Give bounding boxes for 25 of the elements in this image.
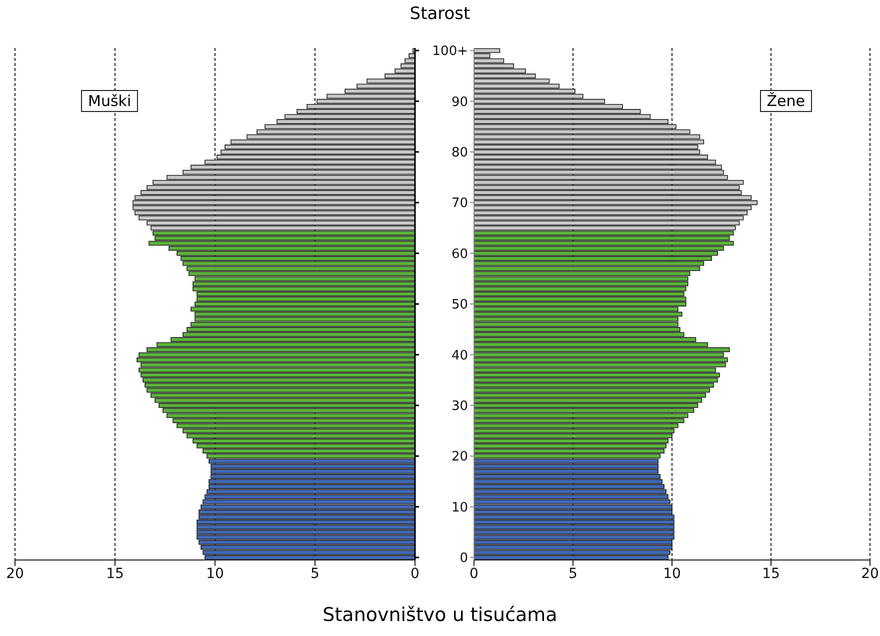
- x-axis-title: Stanovništvo u tisućama: [322, 604, 558, 626]
- x-tick-label: 10: [206, 566, 224, 582]
- x-tick-label: 5: [568, 566, 578, 582]
- y-tick-label: 100+: [432, 44, 468, 60]
- y-tick-label: 40: [451, 348, 468, 364]
- y-tick-label: 80: [451, 146, 468, 161]
- y-tick-label: 60: [451, 246, 468, 262]
- x-tick-label: 0: [470, 566, 478, 582]
- x-tick-label: 15: [106, 566, 124, 582]
- x-tick-label: 20: [861, 566, 879, 582]
- x-tick-label: 15: [762, 566, 780, 582]
- y-tick-label: 70: [451, 196, 468, 212]
- x-tick-label: 10: [663, 566, 681, 582]
- text: Muški: [81, 90, 138, 112]
- y-tick-label: 50: [451, 298, 468, 313]
- y-tick-label: 90: [451, 94, 468, 110]
- x-tick-label: 0: [410, 566, 420, 582]
- y-tick-label: 20: [451, 450, 468, 465]
- y-tick-label: 0: [460, 551, 468, 566]
- y-tick-label: 10: [451, 500, 468, 516]
- x-tick-label: 5: [310, 566, 320, 582]
- y-axis-title: Starost: [408, 4, 472, 24]
- y-tick-label: 30: [451, 399, 468, 414]
- text: Žene: [760, 90, 812, 112]
- x-tick-label: 20: [6, 566, 24, 582]
